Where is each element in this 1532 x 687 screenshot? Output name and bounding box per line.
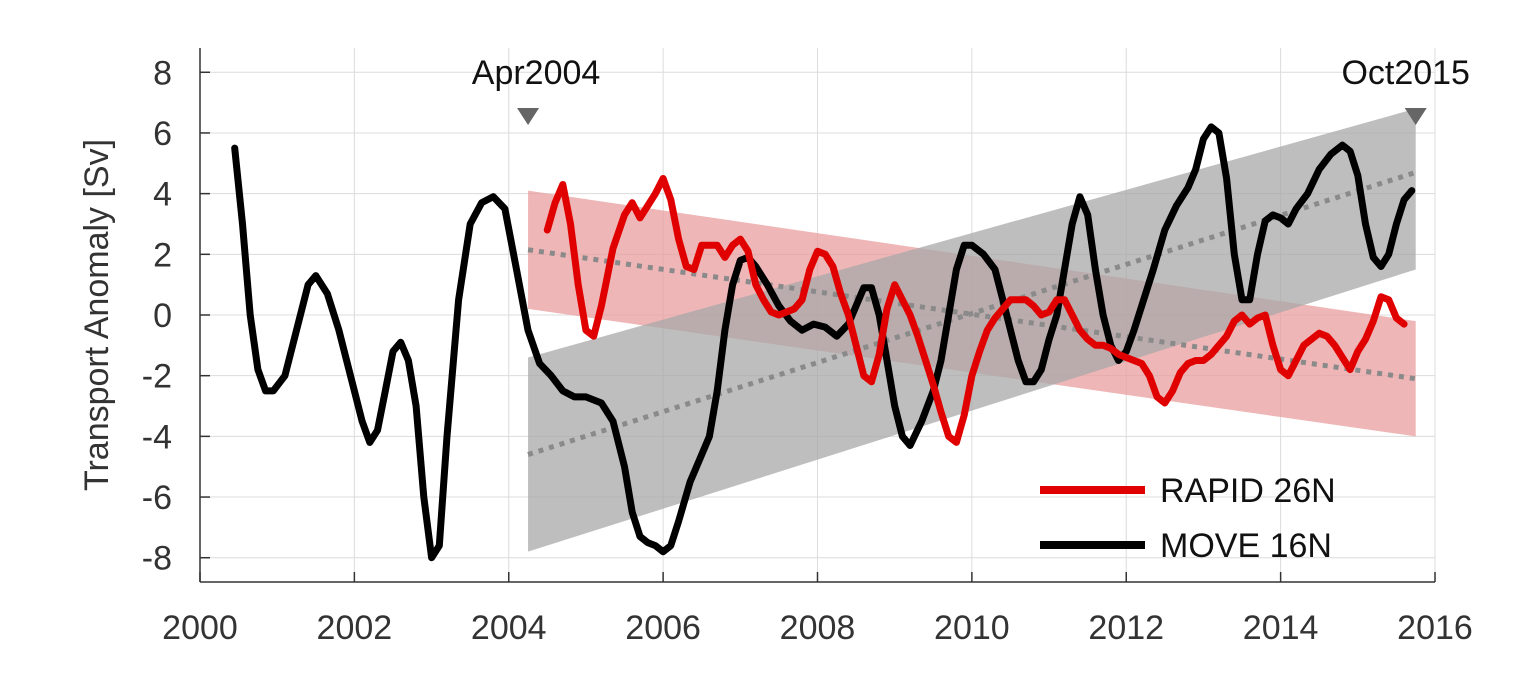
y-tick-label: -6: [142, 479, 172, 517]
legend-label-rapid-26n: RAPID 26N: [1160, 472, 1336, 510]
x-tick-label: 2008: [780, 609, 856, 647]
y-tick-label: 6: [153, 115, 172, 153]
y-tick-label: 4: [153, 176, 172, 214]
y-tick-label: -8: [142, 540, 172, 578]
x-tick-label: 2002: [317, 609, 393, 647]
legend: RAPID 26N MOVE 16N: [1040, 472, 1336, 565]
y-tick-label: 8: [153, 54, 172, 92]
x-tick-label: 2000: [162, 609, 238, 647]
x-tick-label: 2004: [471, 609, 547, 647]
marker-triangle: [1404, 108, 1427, 125]
legend-label-move-16n: MOVE 16N: [1160, 527, 1332, 565]
y-tick-label: -4: [142, 418, 172, 456]
x-tick-label: 2016: [1397, 609, 1473, 647]
trend-lines: [527, 170, 1417, 457]
y-tick-label: 0: [153, 297, 172, 335]
x-tick-label: 2012: [1088, 609, 1164, 647]
x-tick-label: 2006: [625, 609, 701, 647]
marker-label: Oct2015: [1341, 54, 1470, 92]
y-tick-label: 2: [153, 236, 172, 274]
x-tick-label: 2014: [1243, 609, 1319, 647]
marker-label: Apr2004: [472, 54, 601, 92]
confidence-band-move-16n: [528, 108, 1416, 552]
data-series: [231, 123, 1416, 562]
series-line-move-16n: [231, 123, 1416, 562]
x-tick-label: 2010: [934, 609, 1010, 647]
y-axis-label: Transport Anomaly [Sv]: [78, 139, 116, 491]
marker-triangle: [517, 108, 540, 125]
series-line-rapid-26n: [543, 175, 1408, 446]
trend-line-move-16n: [527, 170, 1417, 457]
period-markers: Apr2004 Oct2015: [472, 54, 1470, 125]
y-tick-label: -2: [142, 358, 172, 396]
axes: 2000 2002 2004 2006 2008 2010 2012 2014 2016 -8 -6…: [142, 48, 1473, 647]
